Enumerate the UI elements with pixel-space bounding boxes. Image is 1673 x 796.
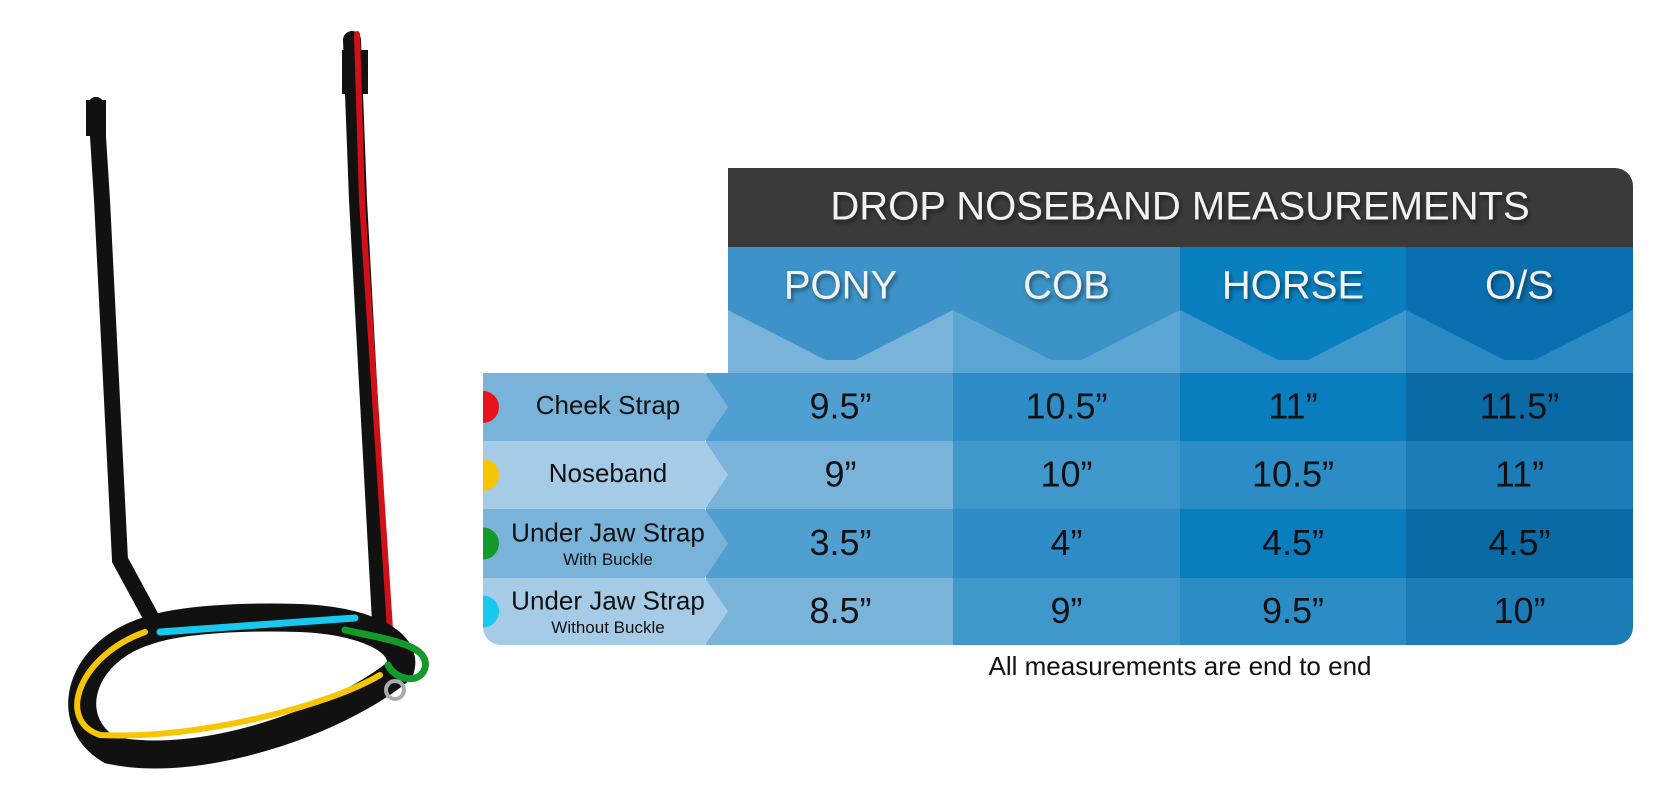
value-cell	[1406, 373, 1633, 441]
color-dot	[483, 527, 499, 560]
column-header-chevron	[1180, 247, 1406, 360]
row-label: Under Jaw Strap	[511, 517, 705, 547]
value: 9.5”	[1262, 590, 1324, 631]
column-header: O/S	[1485, 264, 1554, 308]
value: 10.5”	[1025, 386, 1107, 427]
table-title: DROP NOSEBAND MEASUREMENTS	[830, 185, 1529, 229]
value: 11”	[1495, 454, 1544, 495]
row-sublabel: With Buckle	[563, 550, 653, 569]
row-label-cell	[483, 578, 728, 645]
value: 10”	[1040, 454, 1092, 495]
column-header: COB	[1023, 264, 1110, 308]
row-label-cell	[483, 509, 728, 578]
value-cell	[1406, 509, 1633, 578]
value: 4.5”	[1262, 522, 1324, 563]
row-label: Noseband	[549, 458, 668, 488]
value-cell	[953, 441, 1180, 509]
value-cell	[706, 373, 953, 441]
column-header: PONY	[784, 264, 897, 308]
value-cell	[1180, 509, 1406, 578]
column-header-chevron	[1406, 247, 1633, 360]
value: 9”	[824, 454, 856, 495]
value: 11.5”	[1480, 386, 1559, 427]
row-label: Cheek Strap	[536, 390, 681, 420]
value-cell	[953, 578, 1180, 645]
value: 8.5”	[809, 590, 871, 631]
value: 4”	[1050, 522, 1082, 563]
value: 3.5”	[809, 522, 871, 563]
value-cell	[953, 373, 1180, 441]
value: 11”	[1268, 386, 1317, 427]
row-label-arrow	[705, 578, 728, 645]
value-cell	[1180, 441, 1406, 509]
labels: PONY COB HORSE O/S 9.5” 10.5” 11” 11.5” Cheek St…	[511, 185, 1559, 681]
value-cell	[1180, 373, 1406, 441]
value: 9.5”	[809, 386, 871, 427]
value: 10.5”	[1252, 454, 1334, 495]
column-header-chevron	[953, 247, 1180, 360]
value-cell	[706, 578, 953, 645]
color-dot	[483, 391, 499, 423]
column-header: HORSE	[1222, 264, 1364, 308]
row-label-cell	[483, 441, 728, 509]
value-cell	[1406, 578, 1633, 645]
footnote: All measurements are end to end	[989, 651, 1372, 681]
value-cell	[953, 509, 1180, 578]
value-cell	[706, 509, 953, 578]
value: 9”	[1050, 590, 1082, 631]
table	[483, 168, 1633, 645]
header-bar	[728, 168, 1633, 248]
row-sublabel: Without Buckle	[551, 618, 664, 637]
color-dot	[483, 595, 499, 628]
value: 10”	[1493, 590, 1545, 631]
row-label-arrow	[705, 441, 728, 509]
value-cell	[1180, 578, 1406, 645]
value-cell	[706, 441, 953, 509]
column-header-chevron	[728, 247, 953, 360]
row-label-cell	[483, 373, 728, 441]
color-dot	[483, 459, 499, 491]
row-label-arrow	[705, 509, 728, 578]
bridle-illustration	[68, 31, 429, 769]
row-label-arrow	[705, 373, 728, 441]
value-cell	[1406, 441, 1633, 509]
value: 4.5”	[1488, 522, 1550, 563]
row-label: Under Jaw Strap	[511, 585, 705, 615]
